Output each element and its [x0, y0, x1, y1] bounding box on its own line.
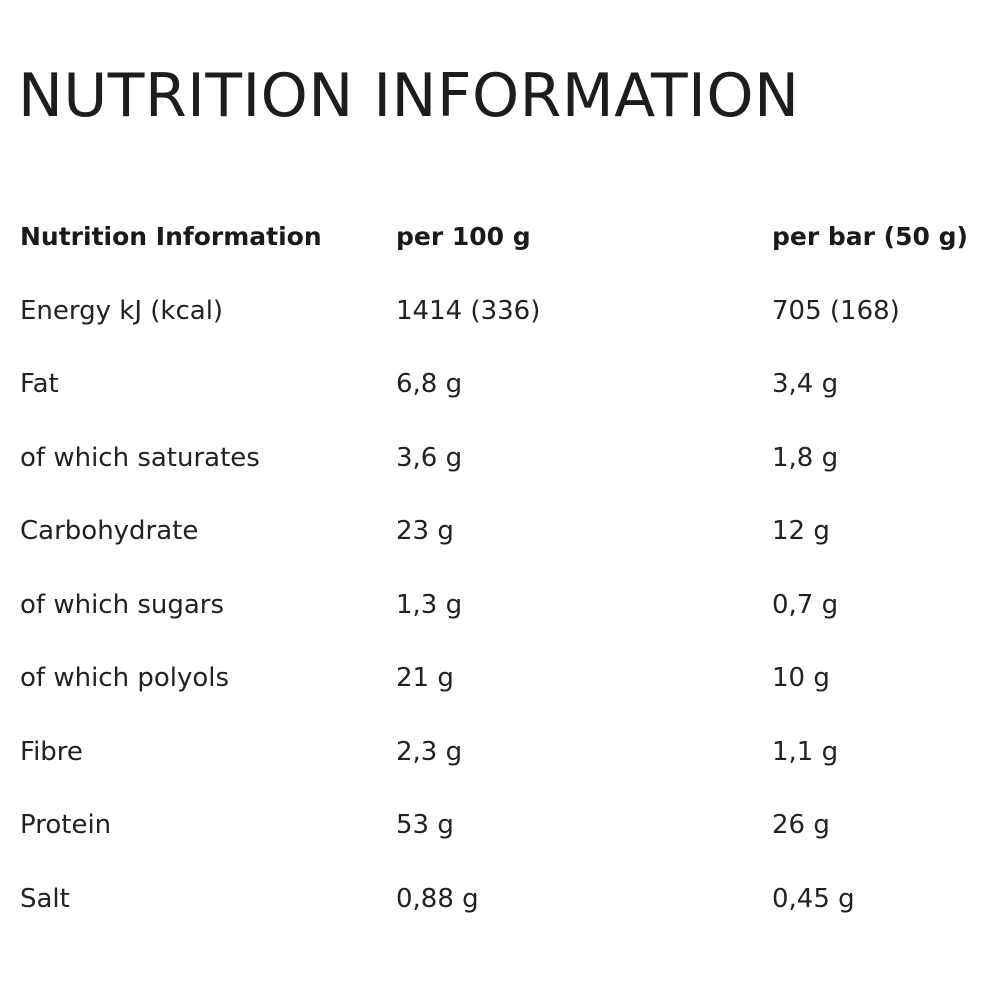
- nutrient-name: Fat: [20, 369, 59, 399]
- value-per-bar: 0,7 g: [772, 589, 839, 620]
- nutrient-name: Protein: [20, 810, 112, 840]
- value-per-100g: 21 g: [396, 663, 454, 693]
- value-per-100g: 6,8 g: [396, 369, 463, 399]
- header-per-100g: per 100 g: [396, 222, 531, 251]
- table-row: of which sugars 1,3 g 0,7 g: [20, 574, 995, 648]
- table-row: of which polyols 21 g 10 g: [20, 647, 995, 721]
- nutrient-name: Energy kJ (kcal): [20, 295, 224, 326]
- nutrient-name: of which sugars: [20, 589, 225, 620]
- nutrient-name: Carbohydrate: [20, 516, 199, 546]
- page-title: NUTRITION INFORMATION: [18, 61, 800, 131]
- header-nutrient: Nutrition Information: [20, 222, 322, 251]
- value-per-100g: 3,6 g: [396, 442, 463, 473]
- nutrient-name: of which saturates: [20, 442, 260, 473]
- value-per-bar: 26 g: [772, 810, 830, 840]
- value-per-bar: 1,8 g: [772, 442, 839, 473]
- table-row: Fibre 2,3 g 1,1 g: [20, 721, 995, 795]
- value-per-100g: 23 g: [396, 516, 454, 546]
- nutrition-table: Nutrition Information per 100 g per bar …: [20, 206, 995, 941]
- table-header-row: Nutrition Information per 100 g per bar …: [20, 206, 995, 280]
- table-row: Protein 53 g 26 g: [20, 794, 995, 868]
- value-per-100g: 1,3 g: [396, 589, 463, 620]
- table-row: Carbohydrate 23 g 12 g: [20, 500, 995, 574]
- value-per-bar: 12 g: [772, 516, 830, 546]
- nutrient-name: Fibre: [20, 736, 83, 767]
- table-row: Energy kJ (kcal) 1414 (336) 705 (168): [20, 280, 995, 354]
- value-per-bar: 10 g: [772, 663, 830, 693]
- table-row: Fat 6,8 g 3,4 g: [20, 353, 995, 427]
- table-row: Salt 0,88 g 0,45 g: [20, 868, 995, 942]
- nutrient-name: of which polyols: [20, 663, 230, 693]
- value-per-bar: 0,45 g: [772, 883, 855, 914]
- value-per-bar: 705 (168): [772, 295, 900, 326]
- value-per-100g: 53 g: [396, 810, 454, 840]
- value-per-100g: 2,3 g: [396, 736, 463, 767]
- value-per-100g: 1414 (336): [396, 295, 541, 326]
- value-per-bar: 3,4 g: [772, 369, 839, 399]
- header-per-bar: per bar (50 g): [772, 222, 968, 251]
- table-row: of which saturates 3,6 g 1,8 g: [20, 427, 995, 501]
- value-per-bar: 1,1 g: [772, 736, 839, 767]
- nutrient-name: Salt: [20, 883, 70, 914]
- value-per-100g: 0,88 g: [396, 883, 479, 914]
